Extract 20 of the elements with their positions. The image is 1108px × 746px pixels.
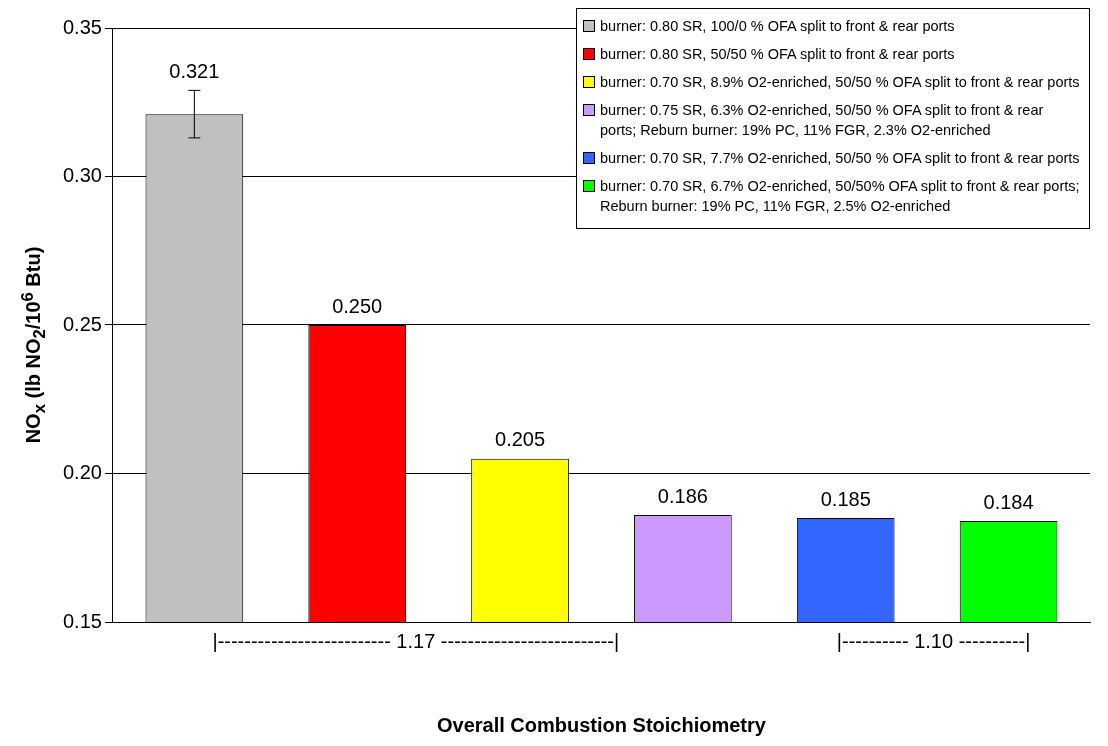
data-label: 0.321	[169, 59, 220, 82]
data-label: 0.186	[657, 484, 708, 507]
y-tick-label: 0.15	[62, 609, 102, 632]
data-label: 0.250	[332, 294, 383, 317]
legend-label: burner: 0.80 SR, 50/50 % OFA split to front & rear ports	[600, 45, 955, 64]
y-tick-label: 0.25	[62, 312, 102, 335]
data-label: 0.184	[983, 490, 1034, 513]
text: |-------------------------- 1.17 --------------------------|	[212, 630, 620, 653]
legend-label: burner: 0.80 SR, 100/0 % OFA split to front & rear ports	[600, 17, 955, 36]
text: |---------- 1.10 ----------|	[836, 630, 1031, 653]
y-tick-label: 0.30	[62, 164, 102, 187]
legend-label: burner: 0.70 SR, 7.7% O2-enriched, 50/50 % OFA split to front & rear ports	[600, 149, 1080, 168]
legend-label: burner: 0.75 SR, 6.3% O2-enriched, 50/50 % OFA split to front & rear ports; Reburn burner: 19% PC, 11% FGR, 2.3% O2-enriched	[600, 101, 1045, 140]
x-axis-title: Overall Combustion Stoichiometry	[436, 713, 767, 736]
legend-label: burner: 0.70 SR, 8.9% O2-enriched, 50/50 % OFA split to front & rear ports	[600, 73, 1080, 92]
y-tick-label: 0.35	[62, 15, 102, 38]
legend-label: burner: 0.70 SR, 6.7% O2-enriched, 50/50% OFA split to front & rear ports; Reburn burner: 19% PC, 11% FGR, 2.5% O2-enriched	[600, 177, 1081, 216]
data-label: 0.205	[495, 428, 546, 451]
data-label: 0.185	[820, 487, 871, 510]
y-tick-label: 0.20	[62, 461, 102, 484]
